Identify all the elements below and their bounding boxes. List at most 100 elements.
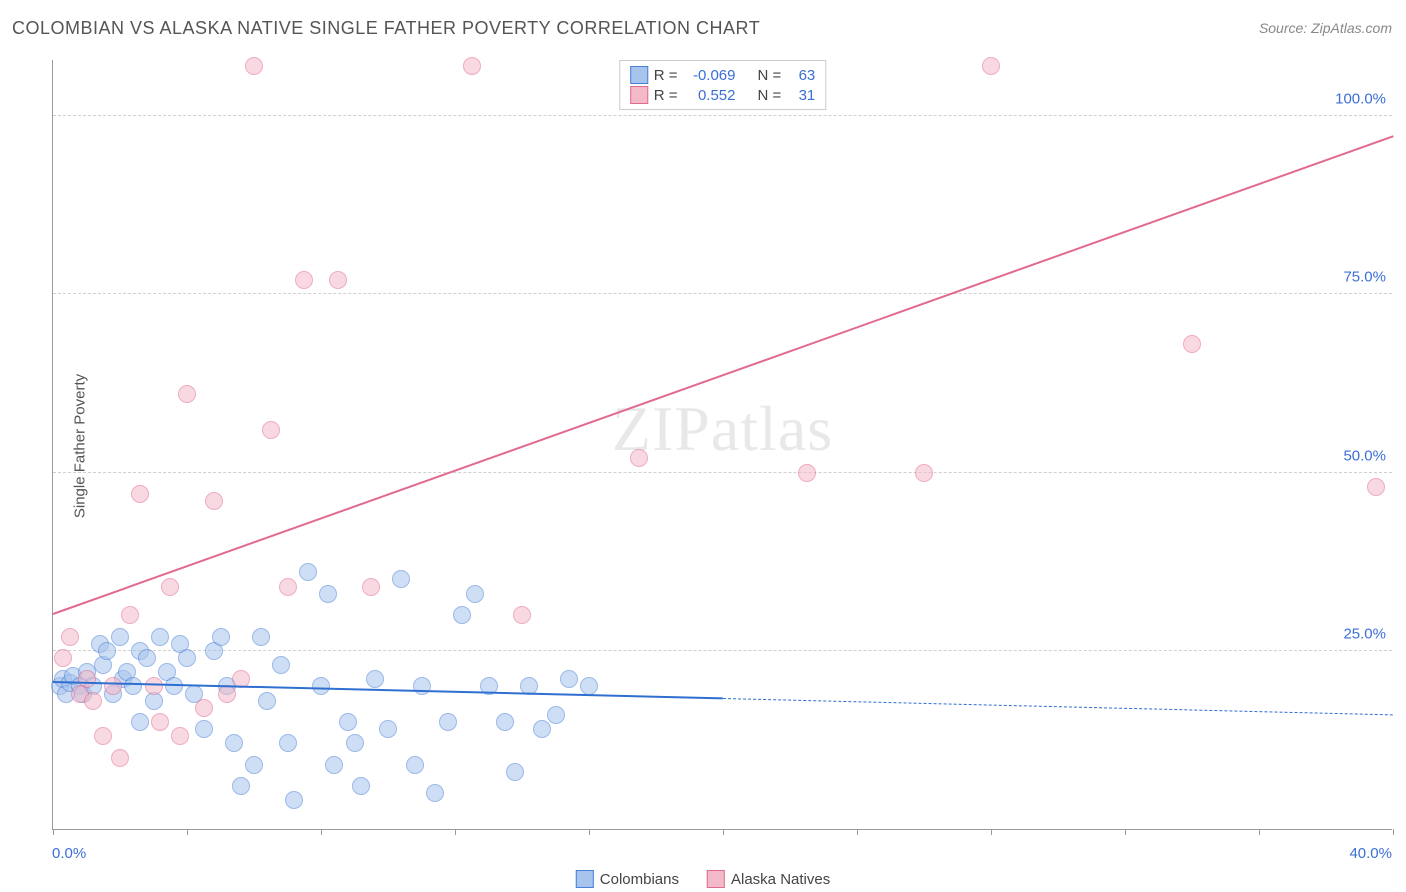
gridline	[53, 293, 1392, 294]
data-point	[329, 271, 347, 289]
x-tick-mark	[1393, 829, 1394, 835]
data-point	[178, 385, 196, 403]
data-point	[1367, 478, 1385, 496]
data-point	[178, 649, 196, 667]
legend-item: Colombians	[576, 870, 679, 888]
legend-row: R =-0.069N =63	[630, 65, 816, 85]
x-tick-mark	[991, 829, 992, 835]
r-value: 0.552	[684, 87, 736, 104]
data-point	[496, 713, 514, 731]
trend-line	[53, 135, 1394, 615]
data-point	[145, 677, 163, 695]
n-label: N =	[758, 87, 782, 104]
legend-row: R =0.552N =31	[630, 85, 816, 105]
data-point	[279, 578, 297, 596]
data-point	[366, 670, 384, 688]
x-tick-mark	[857, 829, 858, 835]
data-point	[339, 713, 357, 731]
legend-swatch	[707, 870, 725, 888]
data-point	[506, 763, 524, 781]
series-legend: Colombians Alaska Natives	[576, 870, 830, 888]
chart-title: COLOMBIAN VS ALASKA NATIVE SINGLE FATHER…	[12, 18, 760, 39]
data-point	[165, 677, 183, 695]
data-point	[225, 734, 243, 752]
data-point	[111, 628, 129, 646]
data-point	[54, 649, 72, 667]
data-point	[245, 756, 263, 774]
data-point	[798, 464, 816, 482]
data-point	[299, 563, 317, 581]
data-point	[131, 485, 149, 503]
data-point	[982, 57, 1000, 75]
y-tick-label: 50.0%	[1343, 447, 1386, 464]
data-point	[513, 606, 531, 624]
data-point	[151, 628, 169, 646]
x-tick-label: 0.0%	[52, 845, 86, 862]
data-point	[1183, 335, 1201, 353]
data-point	[379, 720, 397, 738]
data-point	[463, 57, 481, 75]
data-point	[258, 692, 276, 710]
data-point	[111, 749, 129, 767]
data-point	[205, 492, 223, 510]
source-attribution: Source: ZipAtlas.com	[1259, 20, 1392, 36]
data-point	[630, 449, 648, 467]
data-point	[98, 642, 116, 660]
legend-swatch	[630, 66, 648, 84]
data-point	[245, 57, 263, 75]
data-point	[195, 699, 213, 717]
data-point	[252, 628, 270, 646]
data-point	[131, 713, 149, 731]
y-tick-label: 100.0%	[1335, 91, 1386, 108]
data-point	[426, 784, 444, 802]
x-tick-mark	[1125, 829, 1126, 835]
legend-label: Alaska Natives	[731, 871, 830, 888]
data-point	[285, 791, 303, 809]
x-tick-mark	[53, 829, 54, 835]
data-point	[121, 606, 139, 624]
x-tick-mark	[187, 829, 188, 835]
data-point	[212, 628, 230, 646]
y-tick-label: 25.0%	[1343, 625, 1386, 642]
data-point	[195, 720, 213, 738]
data-point	[533, 720, 551, 738]
gridline	[53, 115, 1392, 116]
data-point	[325, 756, 343, 774]
data-point	[151, 713, 169, 731]
gridline	[53, 472, 1392, 473]
data-point	[413, 677, 431, 695]
data-point	[94, 727, 112, 745]
trend-line	[723, 698, 1393, 715]
data-point	[560, 670, 578, 688]
data-point	[439, 713, 457, 731]
data-point	[262, 421, 280, 439]
data-point	[272, 656, 290, 674]
x-tick-label: 40.0%	[1349, 845, 1392, 862]
legend-swatch	[630, 86, 648, 104]
x-tick-mark	[455, 829, 456, 835]
data-point	[362, 578, 380, 596]
n-label: N =	[758, 67, 782, 84]
n-value: 63	[787, 67, 815, 84]
y-tick-label: 75.0%	[1343, 269, 1386, 286]
data-point	[61, 628, 79, 646]
data-point	[547, 706, 565, 724]
data-point	[580, 677, 598, 695]
data-point	[453, 606, 471, 624]
data-point	[138, 649, 156, 667]
legend-label: Colombians	[600, 871, 679, 888]
data-point	[104, 677, 122, 695]
r-label: R =	[654, 67, 678, 84]
legend-swatch	[576, 870, 594, 888]
gridline	[53, 650, 1392, 651]
data-point	[84, 692, 102, 710]
data-point	[232, 777, 250, 795]
x-tick-mark	[723, 829, 724, 835]
data-point	[279, 734, 297, 752]
chart-container: COLOMBIAN VS ALASKA NATIVE SINGLE FATHER…	[0, 0, 1406, 892]
x-tick-mark	[321, 829, 322, 835]
correlation-legend: R =-0.069N =63R =0.552N =31	[619, 60, 827, 110]
data-point	[346, 734, 364, 752]
data-point	[161, 578, 179, 596]
r-label: R =	[654, 87, 678, 104]
